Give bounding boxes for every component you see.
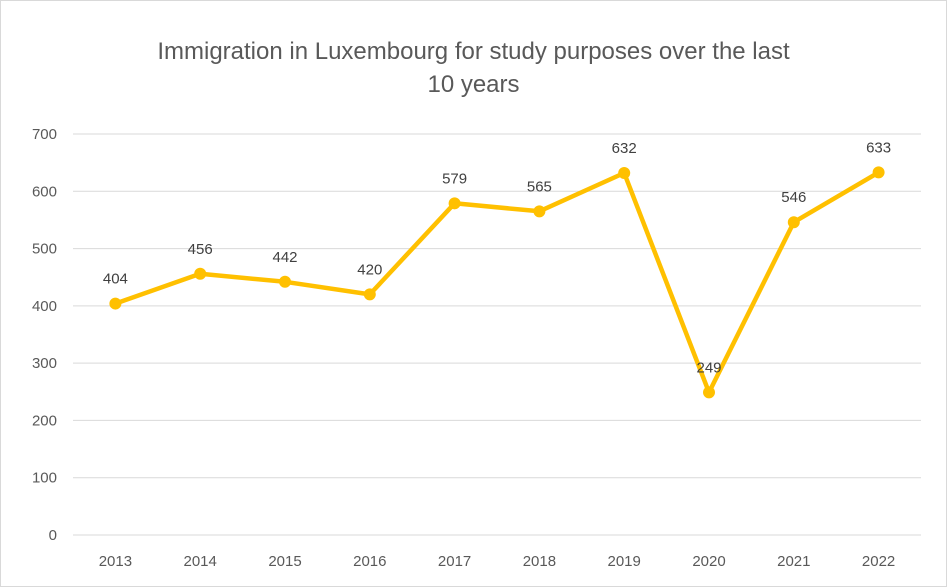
data-point-2018 <box>533 205 546 218</box>
data-point-2017 <box>448 197 461 210</box>
x-tick-label-2018: 2018 <box>523 553 556 570</box>
x-tick-label-2014: 2014 <box>184 553 217 570</box>
data-label-2021: 546 <box>781 189 806 206</box>
data-label-2022: 633 <box>866 139 891 156</box>
y-tick-label-100: 100 <box>32 470 57 487</box>
x-tick-label-2021: 2021 <box>777 553 810 570</box>
data-label-2013: 404 <box>103 271 128 288</box>
data-label-2018: 565 <box>527 178 552 195</box>
x-tick-label-2013: 2013 <box>99 553 132 570</box>
data-point-2020 <box>703 386 715 399</box>
x-tick-label-2022: 2022 <box>862 553 895 570</box>
data-label-2017: 579 <box>442 170 467 187</box>
data-point-2014 <box>194 267 207 280</box>
chart-title-line-1: Immigration in Luxembourg for study purp… <box>157 38 790 65</box>
y-tick-label-600: 600 <box>32 183 57 200</box>
data-label-2020: 249 <box>696 359 721 376</box>
chart-title-line-2: 10 years <box>427 71 520 98</box>
y-tick-label-0: 0 <box>49 527 57 544</box>
y-tick-label-700: 700 <box>32 126 57 143</box>
data-point-2016 <box>363 288 376 301</box>
chart-title: Immigration in Luxembourg for study purp… <box>1 35 946 101</box>
data-point-2019 <box>618 166 631 179</box>
data-point-2022 <box>872 166 885 179</box>
x-tick-label-2019: 2019 <box>608 553 641 570</box>
x-tick-label-2015: 2015 <box>268 553 301 570</box>
data-point-2013 <box>109 297 122 310</box>
series-line <box>113 170 881 395</box>
data-point-2021 <box>787 216 800 229</box>
x-tick-label-2017: 2017 <box>438 553 471 570</box>
y-tick-label-400: 400 <box>32 298 57 315</box>
data-label-2015: 442 <box>272 249 297 266</box>
y-tick-label-500: 500 <box>32 241 57 258</box>
x-tick-label-2016: 2016 <box>353 553 386 570</box>
x-tick-label-2020: 2020 <box>692 553 725 570</box>
y-tick-label-300: 300 <box>32 355 57 372</box>
data-label-2014: 456 <box>188 241 213 258</box>
y-tick-label-200: 200 <box>32 412 57 429</box>
data-point-2015 <box>279 275 291 288</box>
data-label-2019: 632 <box>612 140 637 157</box>
data-label-2016: 420 <box>357 261 382 278</box>
